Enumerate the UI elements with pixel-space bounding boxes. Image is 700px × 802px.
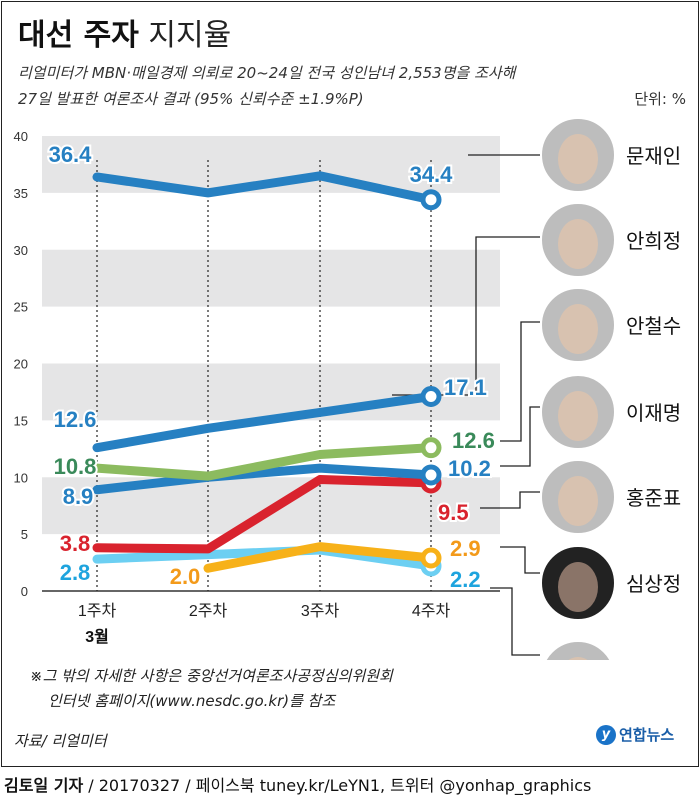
- endpoint-marker: [420, 464, 442, 486]
- face-shape: [558, 476, 598, 526]
- candidate-photo: [540, 374, 616, 450]
- month-label: 3월: [85, 628, 109, 646]
- y-tick-label: 30: [14, 243, 28, 258]
- face-shape: [558, 304, 598, 354]
- data-label: 17.1: [444, 375, 487, 400]
- face-shape: [558, 391, 598, 441]
- data-label: 12.6: [452, 428, 495, 453]
- x-tick-label: 4주차: [412, 602, 451, 620]
- note-line-1: ※그 밖의 자세한 사항은 중앙선거여론조사공정심의위원회: [30, 667, 393, 685]
- candidate-name: 심상정: [626, 573, 681, 596]
- candidate-name: 안철수: [626, 315, 681, 338]
- series-line-안희정: [92, 391, 436, 453]
- candidate-name: 홍준표: [626, 487, 681, 510]
- series-line-유승민: [92, 545, 436, 571]
- endpoint-marker: [420, 437, 442, 459]
- data-label: 2.0: [170, 564, 201, 589]
- y-tick-label: 5: [21, 527, 28, 542]
- endpoint-marker: [420, 189, 442, 211]
- endpoint-marker: [420, 547, 442, 569]
- face-shape: [558, 134, 598, 184]
- yonhap-logo: y 연합뉴스: [596, 724, 674, 745]
- x-tick-label: 1주차: [78, 602, 117, 620]
- series-line-홍준표: [92, 475, 436, 554]
- candidate-photo: [544, 640, 612, 660]
- data-label: 2.8: [60, 560, 91, 585]
- y-tick-label: 40: [14, 129, 28, 144]
- series-line-이재명: [92, 463, 436, 495]
- data-label: 10.2: [448, 456, 491, 481]
- candidate-name: 문재인: [626, 145, 681, 168]
- face-shape: [558, 219, 598, 269]
- data-label: 36.4: [49, 142, 93, 167]
- candidate-photo: [540, 117, 616, 193]
- endpoint-marker: [420, 385, 442, 407]
- page-title: 대선 주자 지지율: [18, 18, 232, 53]
- series-line-안철수: [92, 443, 436, 481]
- y-tick-label: 10: [14, 470, 28, 485]
- subtitle-line-1: 리얼미터가 MBN·매일경제 의뢰로 20~24일 전국 성인남녀 2,553명…: [18, 64, 516, 82]
- photo-circle: [544, 640, 612, 660]
- candidate-photo: [540, 202, 616, 278]
- y-tick-label: 20: [14, 357, 28, 372]
- data-label: 12.6: [54, 407, 97, 432]
- grid-band: [42, 249, 500, 307]
- connector-line: [490, 587, 540, 656]
- y-tick-label: 25: [14, 300, 28, 315]
- candidate-photo: [540, 459, 616, 535]
- footer-credit: 김토일 기자 / 20170327 / 페이스북 tuney.kr/LeYN1,…: [4, 776, 592, 795]
- y-tick-label: 0: [21, 584, 28, 599]
- data-label: 34.4: [410, 162, 454, 187]
- series-line-문재인: [92, 171, 436, 205]
- candidate-photo: [540, 287, 616, 363]
- unit-label: 단위: %: [634, 90, 686, 108]
- data-label: 9.5: [438, 500, 469, 525]
- data-label: 3.8: [60, 531, 91, 556]
- logo-text: 연합뉴스: [619, 726, 675, 744]
- x-tick-label: 2주차: [189, 602, 228, 620]
- yonhap-logo-icon: y: [596, 724, 616, 745]
- x-tick-label: 3주차: [301, 602, 340, 620]
- data-label: 10.8: [54, 454, 97, 479]
- data-label: 2.9: [450, 536, 481, 561]
- candidate-name: 이재명: [626, 402, 681, 425]
- y-tick-label: 15: [14, 413, 28, 428]
- connector-line: [500, 406, 540, 467]
- data-label: 8.9: [63, 484, 94, 509]
- note-line-2: 인터넷 홈페이지(www.nesdc.go.kr)를 참조: [48, 692, 336, 710]
- subtitle-line-2: 27일 발표한 여론조사 결과 (95% 신뢰수준 ±1.9%P): [18, 90, 364, 108]
- series-line-심상정: [203, 542, 436, 573]
- face-shape: [558, 562, 598, 612]
- connector-line: [500, 321, 540, 442]
- source-label: 자료/ 리얼미터: [14, 732, 107, 750]
- connector-line: [500, 546, 540, 574]
- candidate-photo: [540, 545, 616, 621]
- data-label: 2.2: [450, 567, 481, 592]
- line-chart: 0 5 10 15 20 25 30 35 40 1주차 2주차 3주차 4주차 3월 문재인안희정안철수이…: [14, 117, 681, 660]
- face-shape: [568, 657, 588, 660]
- candidate-name: 안희정: [626, 230, 681, 253]
- connector-line: [480, 491, 540, 509]
- y-tick-label: 35: [14, 186, 28, 201]
- frame: [1, 1, 699, 767]
